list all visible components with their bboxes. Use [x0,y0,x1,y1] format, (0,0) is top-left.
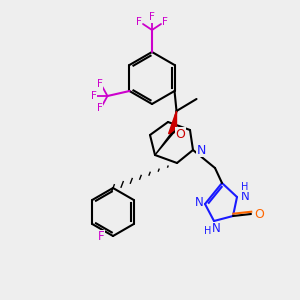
Text: N: N [195,196,203,208]
Text: F: F [136,17,142,27]
Text: O: O [176,128,185,140]
Text: F: F [162,17,168,27]
Text: N: N [212,223,220,236]
Text: O: O [254,208,264,220]
Text: N: N [196,143,206,157]
Text: N: N [241,190,249,202]
Polygon shape [155,131,175,155]
Text: H: H [241,182,249,192]
Text: F: F [98,230,104,244]
Text: F: F [149,12,155,22]
Text: H: H [204,226,212,236]
Text: F: F [97,79,102,89]
Text: F: F [97,103,102,113]
Text: F: F [91,91,96,101]
Polygon shape [169,111,176,134]
